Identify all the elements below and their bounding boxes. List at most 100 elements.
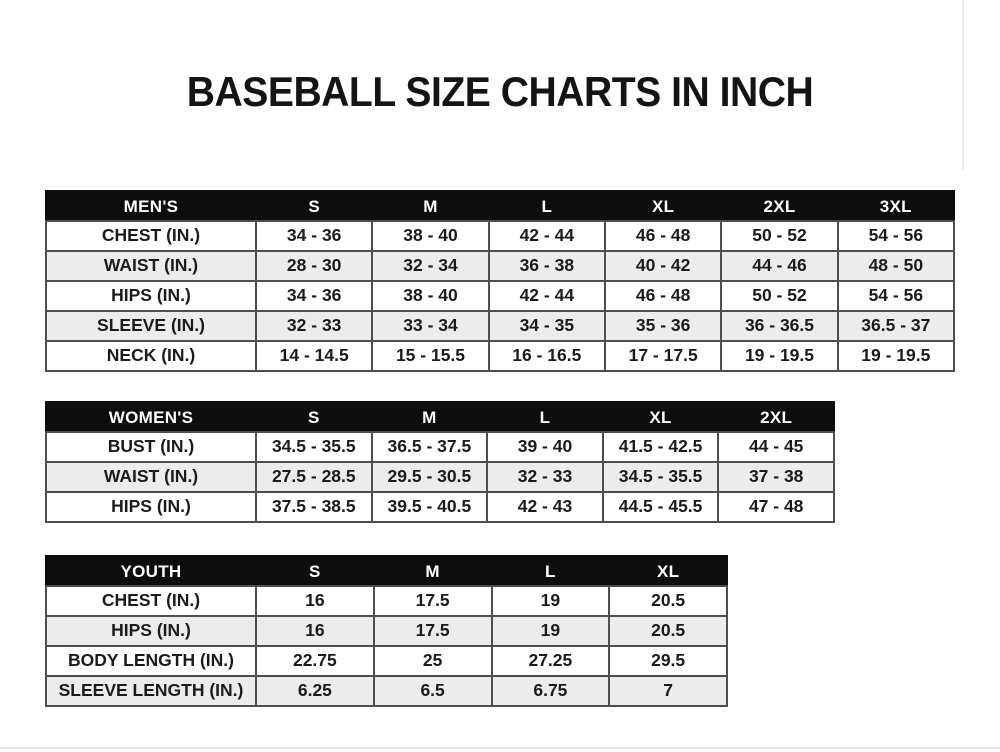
value-cell: 29.5 <box>608 645 728 677</box>
size-column-header: S <box>255 401 373 433</box>
size-column-header: XL <box>603 190 723 222</box>
value-cell: 39.5 - 40.5 <box>370 491 489 523</box>
value-cell: 42 - 44 <box>487 220 606 252</box>
value-cell: 7 <box>608 675 728 707</box>
value-cell: 34 - 36 <box>254 280 374 312</box>
value-cell: 44 - 45 <box>717 431 835 463</box>
value-cell: 36.5 - 37 <box>836 310 956 342</box>
value-cell: 46 - 48 <box>603 280 723 312</box>
table-row: BODY LENGTH (IN.) 22.75 25 27.25 29.5 <box>45 645 728 677</box>
row-label-cell: NECK (IN.) <box>45 340 257 372</box>
table-title-cell: WOMEN'S <box>45 401 257 433</box>
row-label-cell: CHEST (IN.) <box>45 585 257 617</box>
header-row: YOUTH S M L XL <box>45 555 728 587</box>
size-column-header: S <box>255 555 375 587</box>
value-cell: 38 - 40 <box>371 280 490 312</box>
page-title: BASEBALL SIZE CHARTS IN INCH <box>186 68 814 115</box>
value-cell: 42 - 44 <box>487 280 606 312</box>
value-cell: 22.75 <box>255 645 375 677</box>
table-row: HIPS (IN.) 34 - 36 38 - 40 42 - 44 46 - 48 50… <box>45 280 956 312</box>
size-column-header: S <box>254 190 374 222</box>
row-label-cell: SLEEVE (IN.) <box>45 310 257 342</box>
value-cell: 29.5 - 30.5 <box>370 461 489 493</box>
value-cell: 34 - 35 <box>487 310 606 342</box>
table-row: SLEEVE (IN.) 32 - 33 33 - 34 34 - 35 35 - 36… <box>45 310 956 342</box>
value-cell: 16 - 16.5 <box>487 340 606 372</box>
value-cell: 14 - 14.5 <box>254 340 374 372</box>
value-cell: 40 - 42 <box>603 250 723 282</box>
value-cell: 19 <box>490 585 611 617</box>
row-label-cell: HIPS (IN.) <box>45 491 257 523</box>
size-column-header: XL <box>601 401 720 433</box>
value-cell: 20.5 <box>608 585 728 617</box>
value-cell: 41.5 - 42.5 <box>601 431 720 463</box>
value-cell: 17 - 17.5 <box>603 340 723 372</box>
value-cell: 19 - 19.5 <box>836 340 956 372</box>
row-label-cell: HIPS (IN.) <box>45 280 257 312</box>
scan-artifact-bottom-line <box>0 747 1000 749</box>
row-label-cell: SLEEVE LENGTH (IN.) <box>45 675 257 707</box>
value-cell: 36.5 - 37.5 <box>370 431 489 463</box>
header-row: MEN'S S M L XL 2XL 3XL <box>45 190 956 222</box>
row-label-cell: CHEST (IN.) <box>45 220 257 252</box>
value-cell: 50 - 52 <box>720 280 839 312</box>
value-cell: 37.5 - 38.5 <box>255 491 373 523</box>
value-cell: 34 - 36 <box>254 220 374 252</box>
value-cell: 32 - 34 <box>371 250 490 282</box>
scan-artifact-right-line <box>962 0 964 170</box>
row-label-cell: BUST (IN.) <box>45 431 257 463</box>
value-cell: 39 - 40 <box>486 431 604 463</box>
size-column-header: M <box>371 190 490 222</box>
size-column-header: 2XL <box>717 401 835 433</box>
value-cell: 27.5 - 28.5 <box>255 461 373 493</box>
value-cell: 46 - 48 <box>603 220 723 252</box>
row-label-cell: BODY LENGTH (IN.) <box>45 645 257 677</box>
size-column-header: 2XL <box>720 190 839 222</box>
value-cell: 34.5 - 35.5 <box>601 461 720 493</box>
row-label-cell: WAIST (IN.) <box>45 461 257 493</box>
table-row: HIPS (IN.) 37.5 - 38.5 39.5 - 40.5 42 - 43 4… <box>45 491 835 523</box>
value-cell: 27.25 <box>490 645 611 677</box>
value-cell: 54 - 56 <box>836 220 956 252</box>
table-row: SLEEVE LENGTH (IN.) 6.25 6.5 6.75 7 <box>45 675 728 707</box>
value-cell: 48 - 50 <box>836 250 956 282</box>
value-cell: 19 <box>490 615 611 647</box>
value-cell: 37 - 38 <box>717 461 835 493</box>
table-row: CHEST (IN.) 34 - 36 38 - 40 42 - 44 46 - 48 5… <box>45 220 956 252</box>
value-cell: 6.25 <box>255 675 375 707</box>
table-row: NECK (IN.) 14 - 14.5 15 - 15.5 16 - 16.5 17 … <box>45 340 956 372</box>
size-column-header: L <box>486 401 604 433</box>
value-cell: 15 - 15.5 <box>371 340 490 372</box>
value-cell: 32 - 33 <box>486 461 604 493</box>
mens-size-table: MEN'S S M L XL 2XL 3XL CHEST (IN.) 34 - 36 38 - 4… <box>45 190 956 372</box>
table-row: HIPS (IN.) 16 17.5 19 20.5 <box>45 615 728 647</box>
table-row: WAIST (IN.) 28 - 30 32 - 34 36 - 38 40 - 42 4… <box>45 250 956 282</box>
value-cell: 17.5 <box>372 615 493 647</box>
value-cell: 38 - 40 <box>371 220 490 252</box>
value-cell: 33 - 34 <box>371 310 490 342</box>
value-cell: 6.75 <box>490 675 611 707</box>
value-cell: 17.5 <box>372 585 493 617</box>
header-row: WOMEN'S S M L XL 2XL <box>45 401 835 433</box>
value-cell: 42 - 43 <box>486 491 604 523</box>
womens-size-table: WOMEN'S S M L XL 2XL BUST (IN.) 34.5 - 35.5 36.5… <box>45 401 835 523</box>
value-cell: 44.5 - 45.5 <box>601 491 720 523</box>
value-cell: 44 - 46 <box>720 250 839 282</box>
table-row: BUST (IN.) 34.5 - 35.5 36.5 - 37.5 39 - 40 4… <box>45 431 835 463</box>
row-label-cell: HIPS (IN.) <box>45 615 257 647</box>
value-cell: 16 <box>255 615 375 647</box>
value-cell: 54 - 56 <box>836 280 956 312</box>
value-cell: 34.5 - 35.5 <box>255 431 373 463</box>
table-row: CHEST (IN.) 16 17.5 19 20.5 <box>45 585 728 617</box>
size-column-header: 3XL <box>836 190 956 222</box>
value-cell: 6.5 <box>372 675 493 707</box>
value-cell: 36 - 38 <box>487 250 606 282</box>
value-cell: 36 - 36.5 <box>720 310 839 342</box>
size-column-header: L <box>490 555 611 587</box>
size-column-header: L <box>487 190 606 222</box>
value-cell: 35 - 36 <box>603 310 723 342</box>
value-cell: 20.5 <box>608 615 728 647</box>
size-column-header: M <box>370 401 489 433</box>
value-cell: 16 <box>255 585 375 617</box>
value-cell: 47 - 48 <box>717 491 835 523</box>
